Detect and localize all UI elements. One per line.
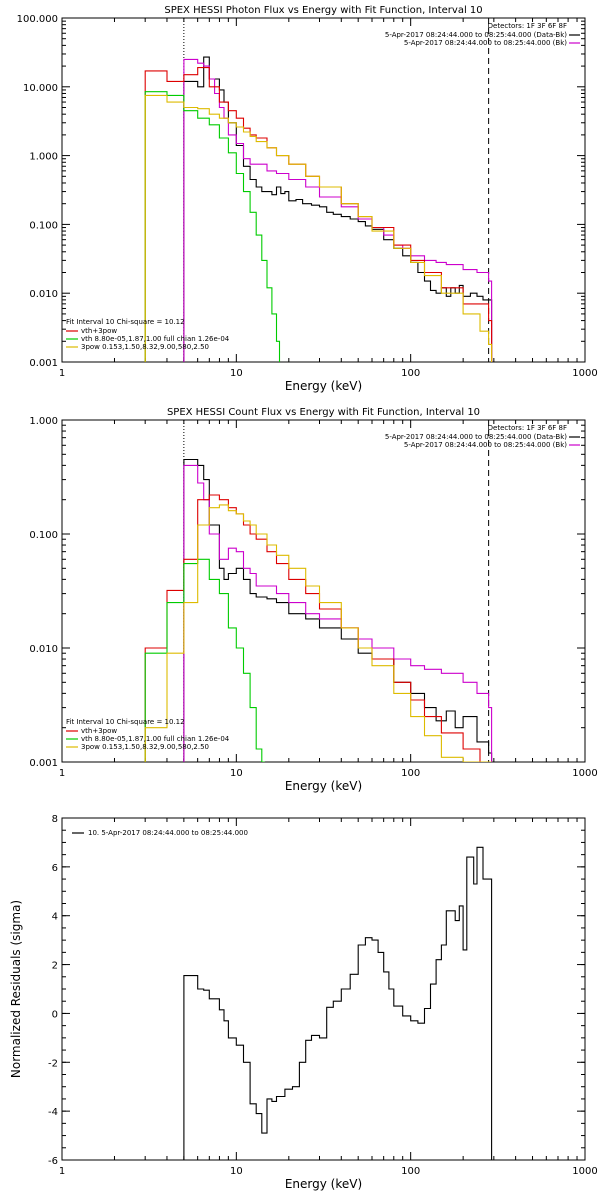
series-line-2 bbox=[183, 464, 493, 762]
series-line-1 bbox=[183, 56, 493, 362]
legend-entry-label: 5-Apr-2017 08:24:44.000 to 08:25:44.000 … bbox=[385, 31, 567, 39]
x-tick-label: 1000 bbox=[572, 1166, 597, 1177]
series-line-5 bbox=[144, 504, 492, 762]
series-line-1 bbox=[183, 846, 493, 1160]
y-tick-label: 0 bbox=[52, 1009, 58, 1020]
x-tick-label: 100 bbox=[401, 368, 420, 379]
series-group bbox=[144, 56, 493, 362]
y-tick-label: 2 bbox=[52, 961, 58, 972]
chart-panel-2: SPEX HESSI Count Flux vs Energy with Fit… bbox=[29, 407, 597, 793]
legend-title: Fit Interval 10 Chi-square = 10.12 bbox=[66, 718, 185, 726]
y-tick-label: 8 bbox=[52, 814, 58, 825]
y-tick-label: 0.100 bbox=[29, 220, 58, 231]
legend-entry-label: 5-Apr-2017 08:24:44.000 to 08:25:44.000 … bbox=[385, 433, 567, 441]
legend-entry-label: 10. 5-Apr-2017 08:24:44.000 to 08:25:44.… bbox=[88, 829, 248, 837]
series-line-5 bbox=[144, 94, 493, 362]
plot-frame bbox=[61, 817, 586, 1161]
x-axis-label: Energy (keV) bbox=[285, 1177, 362, 1191]
y-tick-label: 0.001 bbox=[29, 758, 58, 769]
series-line-1 bbox=[183, 458, 493, 762]
x-tick-label: 1000 bbox=[572, 768, 597, 779]
legend-entry-label: 3pow 0.153,1.50,8.32,9.00,580,2.50 bbox=[81, 343, 209, 351]
legend-title: Fit Interval 10 Chi-square = 10.12 bbox=[66, 318, 185, 326]
y-tick-label: 6 bbox=[52, 863, 58, 874]
series-line-3 bbox=[144, 494, 492, 762]
y-tick-label: 4 bbox=[52, 912, 58, 923]
legend-entry-label: vth+3pow bbox=[81, 327, 117, 335]
legend-title: Detectors: 1F 3F 6F 8F bbox=[488, 22, 567, 30]
y-tick-label: -2 bbox=[48, 1058, 58, 1069]
x-axis-label: Energy (keV) bbox=[285, 379, 362, 393]
y-tick-label: -4 bbox=[48, 1107, 58, 1118]
y-tick-label: 0.001 bbox=[29, 358, 58, 369]
y-tick-label: 1.000 bbox=[29, 152, 58, 163]
chart-panel-1: SPEX HESSI Photon Flux vs Energy with Fi… bbox=[17, 5, 598, 393]
legend-entry-label: 5-Apr-2017 08:24:44.000 to 08:25:44.000 … bbox=[404, 441, 567, 449]
x-tick-label: 100 bbox=[401, 768, 420, 779]
y-tick-label: 1.000 bbox=[29, 416, 58, 427]
x-axis-label: Energy (keV) bbox=[285, 779, 362, 793]
series-group bbox=[183, 846, 493, 1160]
y-tick-label: 0.010 bbox=[29, 289, 58, 300]
x-tick-label: 10 bbox=[230, 1166, 243, 1177]
chart-title: SPEX HESSI Photon Flux vs Energy with Fi… bbox=[164, 5, 482, 16]
plot-frame bbox=[61, 17, 586, 363]
y-axis-label: Normalized Residuals (sigma) bbox=[9, 900, 23, 1078]
legend-entry-label: 3pow 0.153,1.50,8.32,9.00,580,2.50 bbox=[81, 743, 209, 751]
x-tick-label: 1000 bbox=[572, 368, 597, 379]
y-tick-label: 0.100 bbox=[29, 530, 58, 541]
x-tick-label: 1 bbox=[59, 768, 65, 779]
series-line-4 bbox=[144, 91, 281, 362]
legend-entry-label: 5-Apr-2017 08:24:44.000 to 08:25:44.000 … bbox=[404, 39, 567, 47]
x-tick-label: 10 bbox=[230, 768, 243, 779]
legend-entry-label: vth 8.80e-05,1.87,1.00 full chian 1.26e-… bbox=[81, 735, 230, 743]
y-tick-label: 100.000 bbox=[17, 14, 58, 25]
x-tick-label: 10 bbox=[230, 368, 243, 379]
legend-entry-label: vth+3pow bbox=[81, 727, 117, 735]
series-group bbox=[144, 458, 493, 762]
y-tick-label: -6 bbox=[48, 1156, 58, 1167]
legend-title: Detectors: 1F 3F 6F 8F bbox=[488, 424, 567, 432]
series-line-4 bbox=[144, 558, 265, 762]
plot-frame bbox=[61, 419, 586, 763]
y-tick-label: 10.000 bbox=[23, 83, 58, 94]
chart-panel-3: 1 10 100 1000 -6 -4 -2 0 2 4 6 8 Energy (keV) Normali… bbox=[9, 814, 598, 1191]
x-tick-label: 1 bbox=[59, 1166, 65, 1177]
chart-title: SPEX HESSI Count Flux vs Energy with Fit… bbox=[167, 407, 480, 418]
x-tick-label: 100 bbox=[401, 1166, 420, 1177]
legend-entry-label: vth 8.80e-05,1.87,1.00 full chian 1.26e-… bbox=[81, 335, 230, 343]
y-tick-label: 0.010 bbox=[29, 644, 58, 655]
series-line-2 bbox=[183, 58, 493, 362]
x-tick-label: 1 bbox=[59, 368, 65, 379]
